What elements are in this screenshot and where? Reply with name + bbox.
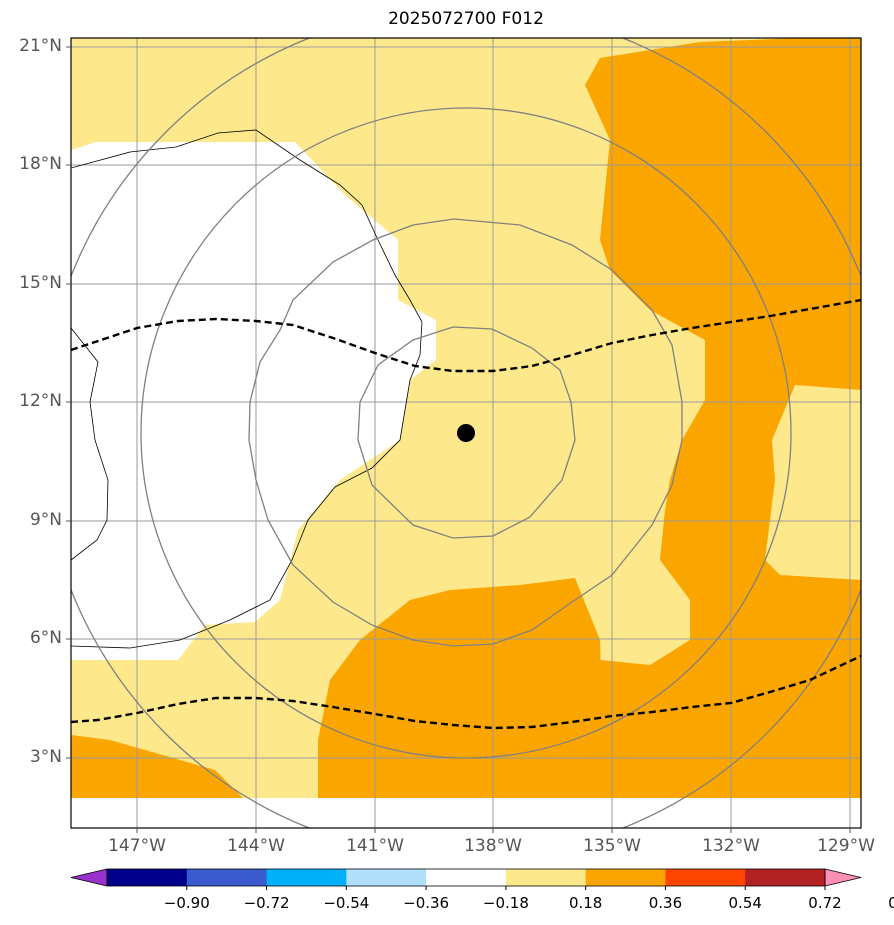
colorbar-segment bbox=[266, 869, 347, 886]
orange-region-east bbox=[585, 38, 861, 800]
dashed-lines bbox=[71, 298, 861, 730]
colorbar bbox=[70, 868, 862, 890]
colorbar-tick-label: −0.54 bbox=[323, 894, 370, 912]
lat-tick-label: 12°N bbox=[19, 391, 62, 411]
lat-tick-label: 15°N bbox=[19, 273, 62, 293]
colorbar-segment bbox=[665, 869, 746, 886]
dashed-line-north bbox=[71, 298, 861, 373]
lon-tick-label: 138°W bbox=[464, 836, 522, 856]
lat-tick-label: 6°N bbox=[29, 628, 62, 648]
chart-title: 2025072700 F012 bbox=[388, 9, 544, 29]
colorbar-segment bbox=[107, 869, 188, 886]
colorbar-segment bbox=[426, 869, 507, 886]
colorbar-extend-high bbox=[824, 868, 862, 887]
coastline bbox=[71, 129, 423, 649]
lat-tick-label: 18°N bbox=[19, 154, 62, 174]
grid-lines bbox=[71, 38, 861, 828]
lat-tick-label: 21°N bbox=[19, 36, 62, 56]
colorbar-tick-label: 0.72 bbox=[808, 894, 842, 912]
colorbar-tick-label: 0.18 bbox=[568, 894, 603, 912]
colorbar-outline bbox=[106, 868, 826, 887]
orange-region-southwest bbox=[71, 735, 245, 800]
colorbar-tick-label: −0.18 bbox=[482, 894, 529, 912]
dashed-line-south bbox=[71, 654, 861, 730]
lon-tick-label: 141°W bbox=[346, 836, 404, 856]
colorbar-segment bbox=[505, 869, 587, 886]
colorbar-tick-label: 0.36 bbox=[648, 894, 683, 912]
colorbar-tick-label: −0.72 bbox=[243, 894, 290, 912]
colorbar-segment bbox=[346, 869, 427, 886]
white-region-west bbox=[71, 142, 436, 660]
storm-center-marker bbox=[457, 424, 475, 442]
lon-tick-label: 144°W bbox=[227, 836, 285, 856]
colorbar-tick-label: −0.36 bbox=[403, 894, 450, 912]
lon-tick-label: 147°W bbox=[108, 836, 166, 856]
coastline-west bbox=[71, 327, 109, 561]
lon-tick-label: 129°W bbox=[817, 836, 875, 856]
colorbar-segment bbox=[186, 869, 268, 886]
plot-frame bbox=[70, 37, 862, 829]
colorbar-tick-label: 0.90 bbox=[888, 894, 894, 912]
colorbar-segment bbox=[585, 869, 666, 886]
lat-tick-label: 9°N bbox=[29, 510, 62, 530]
colorbar-segment bbox=[745, 869, 826, 886]
axis-tick-marks bbox=[66, 46, 851, 833]
colorbar-extend-low bbox=[70, 868, 108, 887]
lon-tick-label: 132°W bbox=[702, 836, 760, 856]
colorbar-tick-label: −0.90 bbox=[163, 894, 210, 912]
lat-tick-label: 3°N bbox=[29, 747, 62, 767]
lon-tick-label: 135°W bbox=[583, 836, 641, 856]
bottom-strip bbox=[71, 798, 861, 828]
colorbar-tick-label: 0.54 bbox=[728, 894, 762, 912]
orange-region-south bbox=[318, 578, 605, 800]
